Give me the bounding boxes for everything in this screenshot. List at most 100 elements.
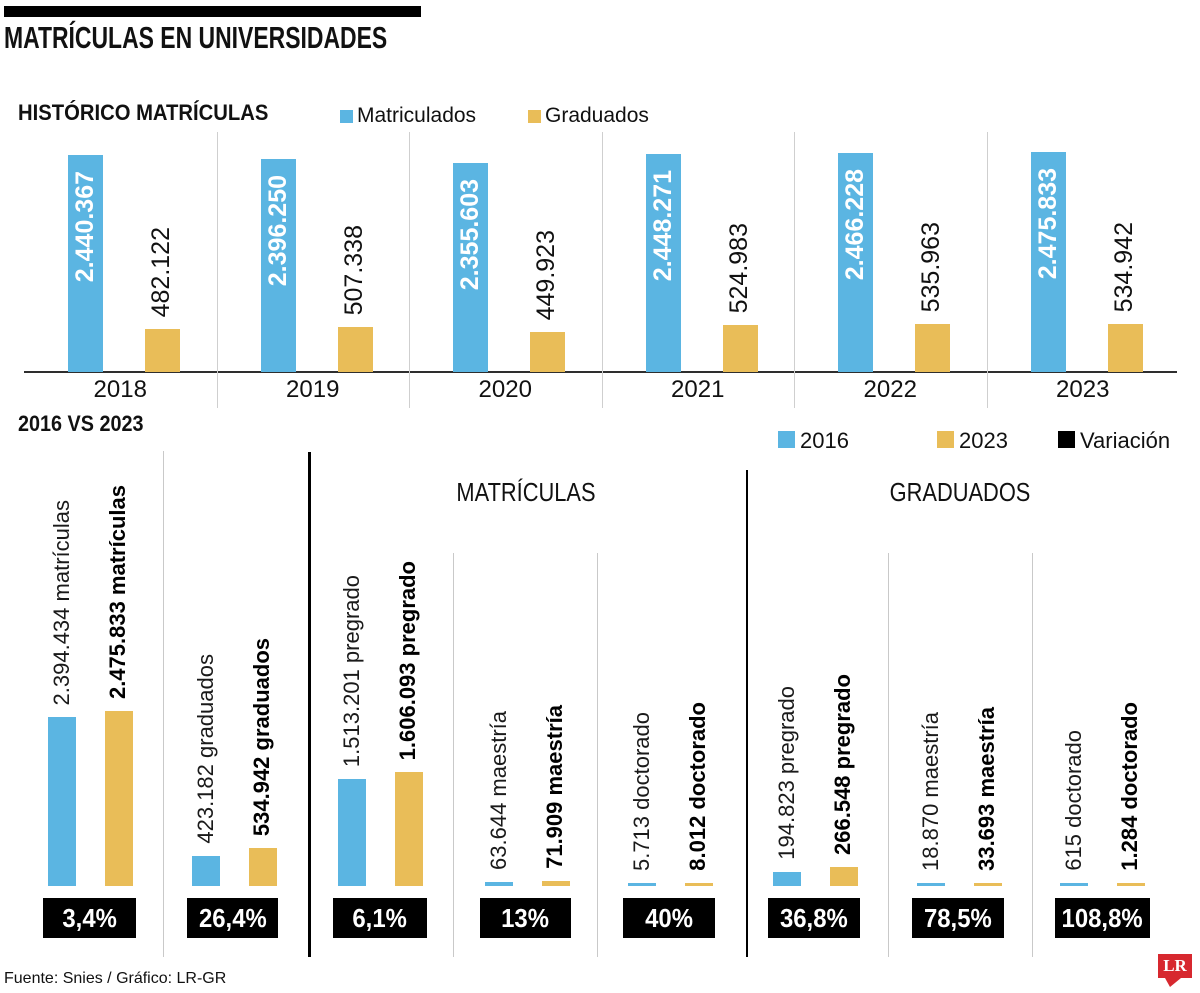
- variation-badge: 78,5%: [912, 898, 1004, 938]
- legend-swatch-2016: [778, 431, 795, 448]
- graduados-value-label: 535.963: [917, 221, 945, 312]
- variation-badge: 13%: [480, 898, 571, 938]
- variation-badge: 36,8%: [768, 898, 860, 938]
- lr-logo: LR: [1158, 954, 1192, 987]
- legend-swatch-variacion: [1058, 431, 1075, 448]
- divider-line: [163, 451, 164, 957]
- comparison-group-matrículas: 2.394.434 matrículas 2.475.833 matrículas…: [43, 450, 136, 993]
- value-label-2023: 2.475.833 matrículas: [105, 484, 130, 699]
- year-group-2020: 2.355.603 449.923 2020: [409, 132, 603, 408]
- comparison-group-matrículas-pregrado: 1.513.201 pregrado 1.606.093 pregrado 6,1%: [333, 450, 427, 993]
- bar-2016: [338, 779, 366, 886]
- bar-graduados: [530, 332, 565, 372]
- value-label-2016: 18.870 maestría: [918, 712, 943, 871]
- legend-swatch-graduados: [528, 110, 541, 123]
- comparison-group-graduados: 423.182 graduados 534.942 graduados 26,4%: [187, 450, 278, 993]
- value-label-2016: 194.823 pregrado: [774, 686, 799, 860]
- historico-heading: HISTÓRICO MATRÍCULAS: [18, 100, 269, 125]
- bar-2016: [48, 717, 76, 886]
- legend-label-2016: 2016: [800, 428, 849, 453]
- title-accent-bar: [4, 6, 421, 17]
- value-label-2016: 63.644 maestría: [486, 711, 511, 870]
- year-group-2021: 2.448.271 524.983 2021: [602, 132, 795, 408]
- variation-value: 78,5%: [924, 903, 992, 933]
- bar-matriculados: [1030, 152, 1066, 372]
- bar-2023: [974, 883, 1002, 886]
- bar-2016: [773, 872, 801, 886]
- bar-matriculados: [68, 155, 103, 372]
- bar-matriculados: [260, 159, 296, 372]
- value-label-2023: 1.284 doctorado: [1117, 702, 1142, 871]
- divider-line: [308, 452, 311, 957]
- bar-graduados: [145, 329, 180, 372]
- year-label: 2023: [1056, 376, 1110, 403]
- x-axis-line: [24, 371, 1177, 373]
- comparison-group-matrículas-doctorado: 5.713 doctorado 8.012 doctorado 40%: [623, 450, 715, 993]
- year-group-2022: 2.466.228 535.963 2022: [794, 132, 988, 408]
- legend-swatch-matriculados: [340, 110, 353, 123]
- year-label: 2021: [671, 376, 725, 403]
- value-label-2023: 266.548 pregrado: [830, 674, 855, 855]
- graduados-value-label: 524.983: [724, 222, 753, 313]
- bar-2023: [830, 867, 858, 886]
- year-label: 2022: [863, 376, 917, 403]
- graduados-value-label: 449.923: [532, 229, 560, 320]
- legend-label-2023: 2023: [959, 428, 1008, 453]
- bar-2023: [105, 711, 133, 886]
- bar-2016: [192, 856, 220, 886]
- bar-matriculados: [453, 163, 488, 372]
- legend-label-variacion: Variación: [1080, 428, 1171, 453]
- matriculados-value-label: 2.440.367: [71, 171, 99, 283]
- legend-swatch-2023: [937, 431, 954, 448]
- bar-2016: [485, 882, 513, 886]
- graduados-value-label: 534.942: [1109, 221, 1138, 312]
- variation-badge: 3,4%: [43, 898, 136, 938]
- lr-logo-text: LR: [1163, 956, 1187, 975]
- bar-2016: [917, 883, 945, 886]
- variation-value: 3,4%: [62, 903, 117, 933]
- value-label-2023: 71.909 maestría: [542, 705, 567, 869]
- year-group-2018: 2.440.367 482.122 2018: [24, 132, 218, 408]
- value-label-2016: 423.182 graduados: [193, 654, 218, 844]
- source-credit: Fuente: Snies / Gráfico: LR-GR: [4, 970, 227, 987]
- bar-2016: [628, 883, 656, 886]
- bar-2023: [542, 881, 570, 886]
- matriculados-value-label: 2.448.271: [648, 170, 677, 282]
- matriculados-value-label: 2.355.603: [456, 179, 484, 291]
- variation-badge: 26,4%: [187, 898, 278, 938]
- comparison-group-graduados-doctorado: 615 doctorado 1.284 doctorado 108,8%: [1055, 450, 1150, 993]
- graduados-value-label: 507.338: [339, 224, 368, 315]
- comparison-group-matrículas-maestría: 63.644 maestría 71.909 maestría 13%: [480, 450, 571, 993]
- value-label-2016: 5.713 doctorado: [629, 711, 654, 871]
- comparison-group-graduados-pregrado: 194.823 pregrado 266.548 pregrado 36,8%: [768, 450, 860, 993]
- legend-label-matriculados: Matriculados: [357, 104, 477, 127]
- divider-line: [597, 553, 598, 957]
- historico-chart: 2.440.367 482.122 2018 2.396.250 507.338 2019…: [24, 132, 1179, 408]
- value-label-2016: 1.513.201 pregrado: [339, 574, 364, 767]
- bar-graduados: [722, 325, 758, 372]
- matriculados-value-label: 2.475.833: [1033, 168, 1062, 280]
- bar-graduados: [915, 324, 950, 372]
- page-title: MATRÍCULAS EN UNIVERSIDADES: [4, 20, 388, 55]
- value-label-2023: 33.693 maestría: [974, 707, 999, 871]
- variation-value: 13%: [501, 903, 550, 933]
- comparison-chart: 2.394.434 matrículas 2.475.833 matrículas…: [0, 450, 1200, 993]
- variation-value: 36,8%: [780, 903, 848, 933]
- bar-2023: [395, 772, 423, 886]
- bar-2016: [1060, 883, 1088, 886]
- section-header-graduados: GRADUADOS: [889, 477, 1031, 507]
- variation-badge: 6,1%: [333, 898, 427, 938]
- bar-graduados: [337, 327, 373, 372]
- year-group-2019: 2.396.250 507.338 2019: [217, 132, 410, 408]
- variation-value: 26,4%: [198, 903, 267, 933]
- comparison-heading: 2016 VS 2023: [18, 411, 144, 436]
- divider-line: [453, 553, 454, 957]
- variation-value: 40%: [645, 903, 693, 933]
- bar-2023: [249, 848, 277, 886]
- matriculados-value-label: 2.396.250: [263, 175, 292, 287]
- legend-label-graduados: Graduados: [545, 104, 649, 127]
- value-label-2016: 615 doctorado: [1061, 730, 1086, 871]
- variation-value: 6,1%: [352, 903, 408, 933]
- bar-graduados: [1107, 324, 1143, 372]
